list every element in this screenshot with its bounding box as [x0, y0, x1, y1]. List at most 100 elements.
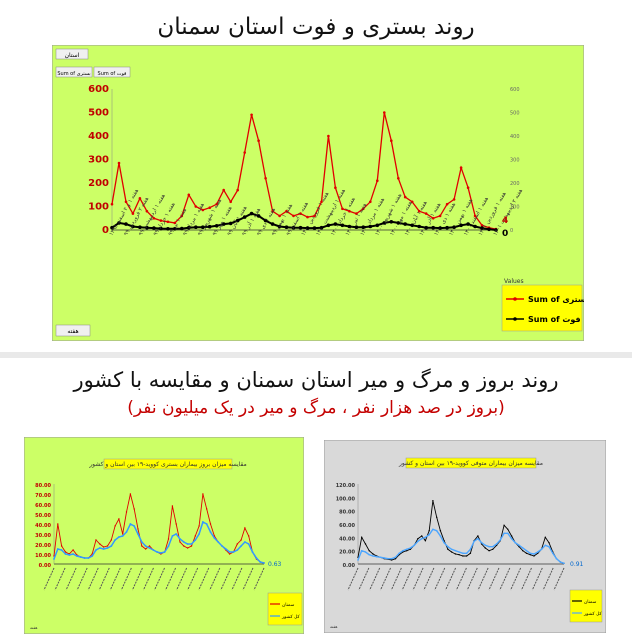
y-right-tick-label: 500 [510, 111, 520, 117]
data-point [68, 554, 71, 556]
data-point [390, 557, 393, 560]
data-point [445, 225, 449, 230]
data-point [270, 222, 275, 226]
legend-label: Sum of فوت [528, 315, 581, 324]
x-tick-label-placeholder [54, 567, 66, 591]
week-field-button [55, 324, 91, 337]
x-tick-label-placeholder [187, 567, 199, 591]
data-point [110, 545, 113, 547]
y-tick-label: 500 [88, 108, 109, 119]
data-point [117, 221, 121, 225]
data-point [410, 223, 415, 228]
data-point [138, 225, 142, 229]
field-button-label: Sum of فوت [98, 71, 128, 77]
data-point [477, 537, 479, 540]
section-title: روند بروز و مرگ و میر استان سمنان و مقای… [73, 368, 559, 392]
x-tick-label-placeholder [165, 567, 177, 591]
data-point [383, 111, 386, 114]
data-point [235, 218, 240, 223]
data-point [256, 214, 261, 218]
data-point [95, 549, 97, 551]
data-point [145, 225, 149, 230]
x-tick-label-placeholder [176, 567, 188, 591]
data-point [106, 547, 109, 549]
data-point [152, 226, 156, 230]
data-point [403, 222, 408, 226]
y-tick-label: 400 [88, 131, 109, 142]
data-point [114, 539, 116, 541]
data-point [555, 557, 558, 560]
data-point [263, 562, 265, 564]
data-point [544, 544, 547, 547]
data-point [257, 139, 260, 142]
data-point [435, 529, 438, 532]
data-point [247, 543, 250, 545]
data-point [156, 551, 159, 553]
data-point [413, 544, 415, 547]
data-point [417, 538, 419, 540]
data-point [406, 550, 408, 552]
data-point [458, 554, 460, 556]
data-point [445, 202, 449, 206]
data-point [529, 552, 532, 555]
data-point [507, 528, 509, 530]
data-point [118, 518, 120, 520]
section-subtitle: (بروز در صد هزار نفر ، مرگ و میر در یک م… [127, 398, 505, 418]
data-point [110, 539, 113, 541]
data-point [228, 221, 233, 226]
data-point [364, 543, 367, 545]
y-tick-label: 40.00 [339, 536, 355, 542]
x-tick-label-placeholder [198, 567, 210, 591]
data-point [383, 557, 385, 559]
x-tick-label-placeholder [412, 567, 424, 591]
data-point [409, 548, 412, 550]
data-point [198, 533, 201, 535]
data-point [432, 528, 434, 531]
data-point [186, 543, 189, 545]
data-point [354, 225, 359, 229]
data-point [240, 545, 243, 547]
data-point [202, 521, 204, 523]
data-point [518, 544, 520, 547]
data-point [397, 177, 400, 180]
data-point [447, 545, 449, 548]
x-tick-label-placeholder [143, 567, 154, 591]
data-point [131, 224, 135, 229]
data-point [251, 551, 254, 553]
data-point [228, 551, 231, 553]
y-right-tick-label: 600 [510, 87, 520, 93]
data-point [326, 223, 331, 228]
data-point [145, 209, 149, 213]
data-point [396, 221, 401, 225]
y-tick-label: 0.00 [39, 563, 52, 569]
data-point [173, 221, 177, 225]
data-point [131, 212, 135, 215]
data-point [244, 527, 246, 529]
data-point [361, 536, 363, 538]
data-point [424, 225, 429, 230]
data-point [443, 541, 445, 544]
data-point [285, 209, 288, 213]
data-point [499, 539, 502, 541]
data-point [167, 538, 170, 540]
data-point [255, 557, 258, 559]
data-point [514, 541, 517, 544]
data-point [473, 214, 477, 218]
data-point [121, 535, 124, 537]
chart-title-box [103, 458, 233, 470]
data-point [209, 523, 212, 525]
data-point [466, 222, 470, 226]
data-point [420, 537, 423, 540]
x-tick-label-placeholder [423, 567, 435, 591]
data-point [417, 224, 422, 229]
data-point [250, 113, 253, 117]
y-right-tick-label: 0 [510, 228, 513, 234]
data-point [221, 545, 223, 547]
data-point [357, 559, 359, 561]
x-tick-label-placeholder [369, 567, 381, 591]
x-tick-label-placeholder [209, 567, 221, 591]
data-point [53, 558, 55, 560]
y-tick-label: 80.00 [339, 510, 355, 516]
x-tick-label-placeholder [531, 567, 543, 591]
data-point [492, 548, 494, 550]
